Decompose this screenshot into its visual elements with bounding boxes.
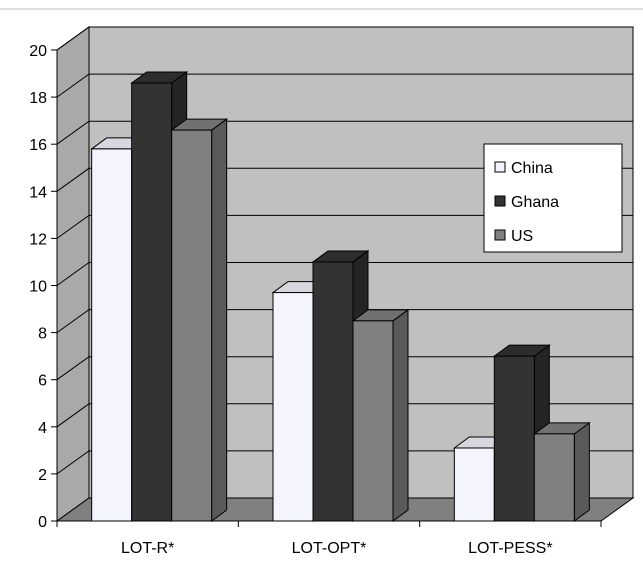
bar-front [352, 320, 394, 522]
gridlines [56, 26, 633, 475]
bar-us-0 [170, 118, 229, 522]
gridline [56, 167, 633, 192]
gridline [56, 73, 633, 98]
x-axis: LOT-R* LOT-OPT* LOT-PESS* [56, 520, 602, 557]
legend-label: US [511, 228, 533, 245]
legend-box [483, 143, 623, 253]
gridline [56, 120, 633, 145]
y-tick-label: 6 [38, 373, 47, 390]
legend-label: Ghana [511, 194, 559, 211]
y-axis: 0 2 4 6 8 10 12 14 16 18 20 [29, 43, 58, 531]
bar-front [91, 148, 133, 522]
y-tick-label: 8 [38, 326, 47, 343]
legend-swatch [494, 195, 506, 207]
gridline [56, 450, 633, 475]
gridline [56, 262, 633, 286]
legend-label: China [511, 160, 553, 177]
bar-front [312, 261, 354, 522]
gridline [56, 356, 633, 381]
legend: China Ghana US [483, 143, 623, 253]
y-tick-label: 0 [38, 514, 47, 531]
y-tick-label: 20 [29, 43, 47, 60]
bar-front [493, 355, 535, 522]
bar-us-1 [351, 308, 410, 522]
bar-side [211, 118, 228, 522]
gridline [56, 26, 633, 51]
y-tick-label: 4 [38, 420, 47, 437]
bar-front [131, 82, 173, 522]
x-tick-label: LOT-PESS* [468, 540, 552, 557]
bar-front [533, 433, 575, 522]
x-tick-label: LOT-OPT* [292, 540, 367, 557]
legend-swatch [494, 161, 506, 173]
bar-front [171, 129, 213, 522]
bar-side [573, 421, 590, 522]
legend-swatch [494, 229, 506, 241]
gridline [56, 309, 633, 334]
bars [90, 70, 591, 522]
y-tick-label: 16 [29, 137, 47, 154]
y-tick-label: 14 [29, 184, 47, 201]
bar-us-2 [532, 421, 591, 522]
gridline [56, 403, 633, 428]
x-tick-label: LOT-R* [121, 540, 174, 557]
y-tick-label: 18 [29, 90, 47, 107]
y-tick-label: 10 [29, 279, 47, 296]
bar-front [272, 292, 314, 522]
y-tick-label: 2 [38, 467, 47, 484]
bar-side [392, 308, 409, 522]
gridline [56, 214, 633, 239]
y-tick-label: 12 [29, 231, 47, 248]
bar-front [453, 447, 495, 522]
